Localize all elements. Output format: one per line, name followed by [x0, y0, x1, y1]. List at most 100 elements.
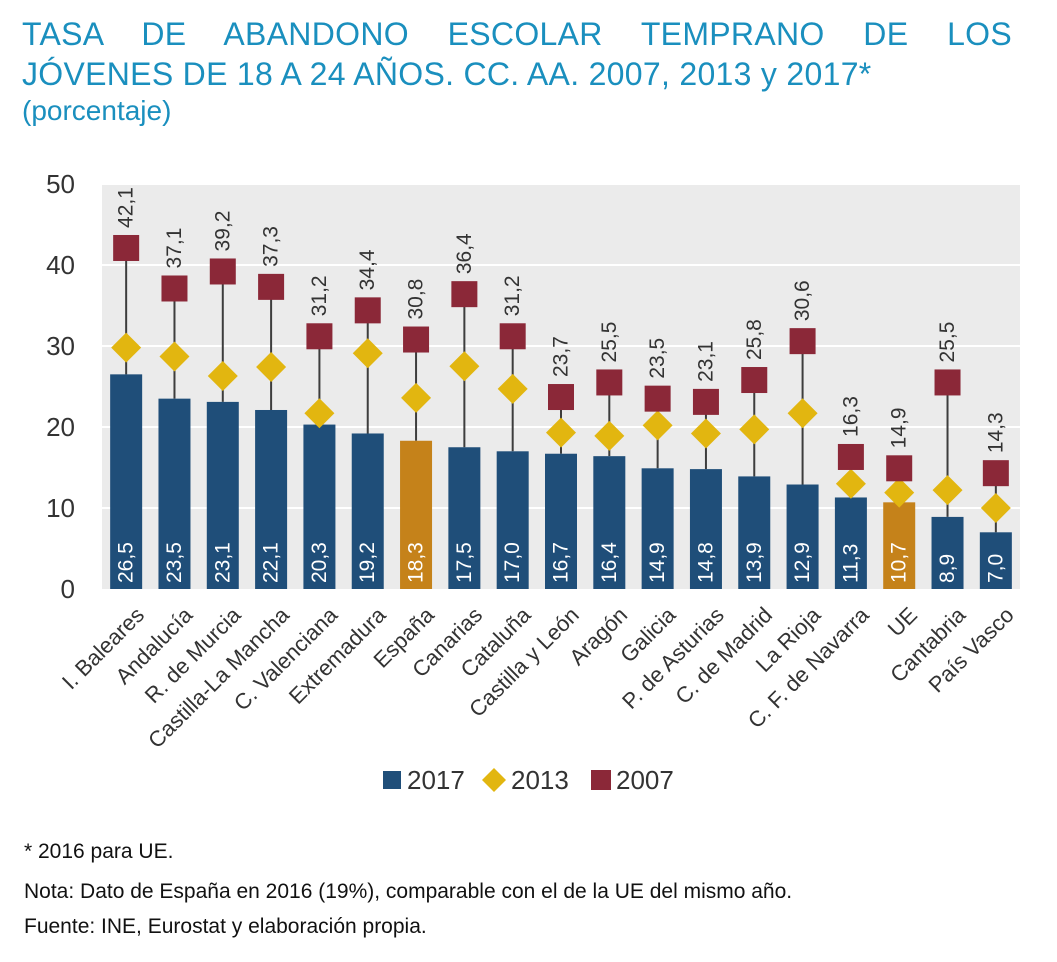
y-tick-label: 50 [46, 169, 75, 199]
bar-2017 [158, 398, 191, 589]
marker-2013 [787, 398, 818, 429]
marker-2013 [932, 475, 963, 506]
dropout-rate-chart: 0 10 20 30 40 50 26,5 42,1 23,5 37,1 23,1 39,2 22,1… [46, 169, 1020, 795]
marker-2007-value-label: 25,5 [936, 322, 959, 363]
footnote: * 2016 para UE. [24, 840, 174, 863]
bars-2017 [110, 374, 1012, 589]
y-tick-label: 40 [46, 250, 75, 280]
marker-2013 [449, 351, 480, 382]
source-text: Fuente: INE, Eurostat y elaboración prop… [24, 915, 427, 938]
bar-value-label: 22,1 [260, 542, 283, 583]
marker-2007-value-label: 23,1 [694, 341, 717, 382]
bar-2017 [545, 453, 577, 589]
bar-value-label: 10,7 [888, 542, 911, 583]
x-category-label: UE [883, 602, 922, 641]
legend-swatch-2017 [383, 771, 401, 789]
marker-2013 [642, 410, 673, 441]
bar-2017 [979, 532, 1012, 589]
marker-2007 [982, 460, 1009, 487]
legend-label-2017: 2017 [407, 765, 465, 795]
marker-2013 [739, 414, 770, 445]
marker-2007-value-label: 31,2 [501, 275, 524, 316]
marker-2013 [401, 382, 432, 413]
marker-2007-value-label: 30,8 [405, 279, 428, 320]
bar-value-label: 20,3 [308, 542, 331, 583]
bar-2017 [351, 433, 384, 589]
marker-2007 [644, 385, 671, 412]
marker-2007-value-label: 30,6 [791, 280, 814, 321]
marker-2007-value-label: 42,1 [115, 187, 138, 228]
marker-2013 [980, 493, 1011, 523]
marker-2013 [352, 338, 383, 369]
legend-swatch-2007 [591, 770, 611, 790]
legend: 2017 2013 2007 [383, 765, 674, 795]
marker-2007-value-label: 37,3 [260, 226, 283, 267]
bar-value-label: 16,4 [598, 542, 621, 583]
bar-value-label: 8,9 [936, 554, 959, 583]
bar-2017 [448, 447, 481, 589]
marker-2007-value-label: 25,8 [743, 319, 766, 360]
bar-value-label: 14,9 [646, 542, 669, 583]
bar-value-label: 23,5 [163, 542, 186, 583]
marker-2007-value-label: 23,7 [550, 336, 573, 377]
bar-value-label: 11,3 [839, 544, 862, 583]
marker-2007 [209, 258, 236, 285]
bar-value-label: 13,9 [743, 542, 766, 583]
legend-label-2007: 2007 [616, 765, 674, 795]
bar-value-label: 14,8 [694, 542, 717, 583]
marker-2007 [741, 367, 768, 394]
marker-2007-value-label: 34,4 [356, 249, 379, 290]
marker-2007 [113, 234, 140, 261]
bar-2017 [496, 451, 529, 589]
marker-2013 [884, 477, 915, 508]
marker-2007 [789, 328, 816, 355]
title-line-2: JÓVENES DE 18 A 24 AÑOS. CC. AA. 2007, 2… [22, 56, 872, 92]
bar-2017 [834, 497, 867, 589]
marker-2013 [497, 373, 528, 404]
marker-2013 [594, 420, 625, 451]
marker-2007 [354, 297, 381, 324]
bar-2017 [931, 516, 964, 589]
bar-2017 [110, 374, 143, 589]
bar-2017 [689, 469, 722, 589]
bar-value-label: 26,5 [115, 542, 138, 583]
bar-2017 [593, 456, 626, 589]
title-unit: (porcentaje) [22, 95, 172, 126]
marker-2013 [690, 418, 721, 449]
marker-2013 [546, 417, 576, 448]
bar-value-label: 23,1 [211, 542, 234, 583]
marker-2013 [835, 468, 866, 499]
bar-value-label: 16,7 [550, 542, 573, 583]
marker-2007-value-label: 31,2 [308, 275, 331, 316]
marker-2007-value-label: 23,5 [646, 338, 669, 379]
data-labels: 26,5 42,1 23,5 37,1 23,1 39,2 22,1 37,3 20,3 31,2… [115, 187, 1008, 583]
chart-title: TASA DE ABANDONO ESCOLAR TEMPRANO DE LOS… [22, 14, 1012, 128]
marker-2013 [207, 360, 238, 391]
marker-2007 [886, 455, 913, 482]
bar-2017 [400, 440, 433, 589]
marker-2007 [306, 323, 333, 350]
bar-2017 [255, 409, 288, 589]
marker-2007 [451, 281, 478, 308]
marker-2013 [256, 352, 287, 383]
marker-2013 [159, 341, 190, 372]
marker-2007 [934, 369, 961, 396]
markers-2007 [113, 234, 1009, 487]
markers-2013 [111, 332, 1011, 523]
y-tick-label: 20 [46, 412, 75, 442]
marker-2007-value-label: 36,4 [453, 233, 476, 274]
bar-2017 [206, 401, 239, 589]
marker-2007 [258, 273, 285, 300]
marker-2007 [596, 369, 623, 396]
marker-2007-value-label: 16,3 [839, 396, 862, 437]
marker-2007 [161, 275, 188, 302]
marker-2013 [304, 398, 335, 429]
y-tick-label: 0 [61, 574, 75, 604]
marker-2007 [403, 326, 430, 353]
marker-2007 [837, 443, 864, 470]
bar-value-label: 19,2 [356, 542, 379, 583]
bar-value-label: 7,0 [984, 554, 1007, 583]
marker-2007-value-label: 37,1 [163, 228, 186, 269]
marker-2007 [548, 384, 574, 411]
y-axis: 0 10 20 30 40 50 [46, 169, 75, 604]
